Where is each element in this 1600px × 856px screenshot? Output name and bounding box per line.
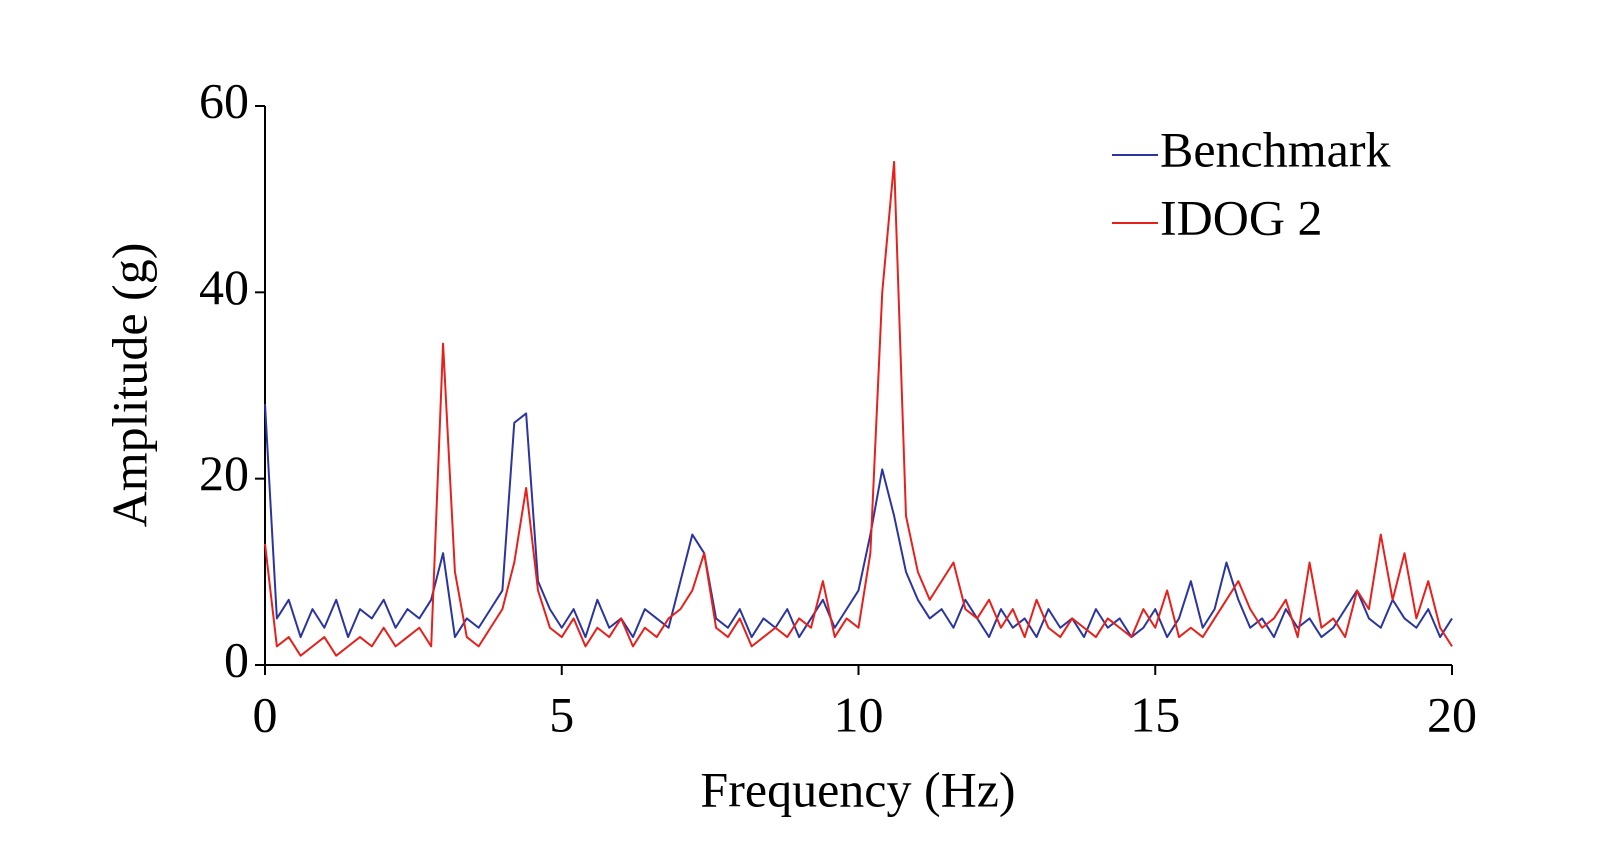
x-tick-label: 0 xyxy=(253,686,278,742)
x-tick-label: 5 xyxy=(549,686,574,742)
x-tick-label: 15 xyxy=(1130,686,1180,742)
x-tick-label: 10 xyxy=(834,686,884,742)
series-line xyxy=(264,160,1453,657)
y-axis-label: Amplitude (g) xyxy=(101,243,157,528)
x-axis-label: Frequency (Hz) xyxy=(700,761,1015,817)
series-line xyxy=(264,404,1453,639)
y-tick-label: 40 xyxy=(199,259,249,315)
y-tick-label: 60 xyxy=(199,72,249,128)
y-tick-label: 0 xyxy=(224,631,249,687)
x-tick-label: 20 xyxy=(1427,686,1477,742)
y-tick-label: 20 xyxy=(199,445,249,501)
legend-label: Benchmark xyxy=(1160,121,1390,177)
legend-label: IDOG 2 xyxy=(1160,189,1322,245)
